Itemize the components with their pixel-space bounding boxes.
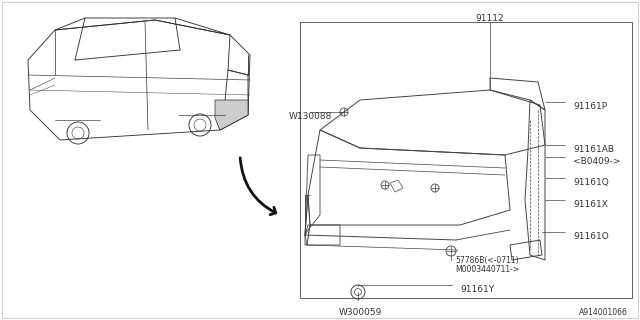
Text: 91161X: 91161X (573, 200, 608, 209)
Text: 91161Q: 91161Q (573, 178, 609, 187)
Text: 91161P: 91161P (573, 102, 607, 111)
Polygon shape (215, 100, 248, 130)
Text: 91112: 91112 (476, 14, 504, 23)
Text: A914001066: A914001066 (579, 308, 628, 317)
Text: 91161O: 91161O (573, 232, 609, 241)
Text: 57786B(<-0711): 57786B(<-0711) (455, 256, 518, 265)
Text: 91161Y: 91161Y (460, 285, 494, 294)
Text: W130088: W130088 (288, 112, 332, 121)
Text: 91161AB: 91161AB (573, 145, 614, 154)
Text: <B0409->: <B0409-> (573, 157, 621, 166)
Text: W300059: W300059 (339, 308, 381, 317)
Text: M0003440711->: M0003440711-> (455, 265, 519, 274)
